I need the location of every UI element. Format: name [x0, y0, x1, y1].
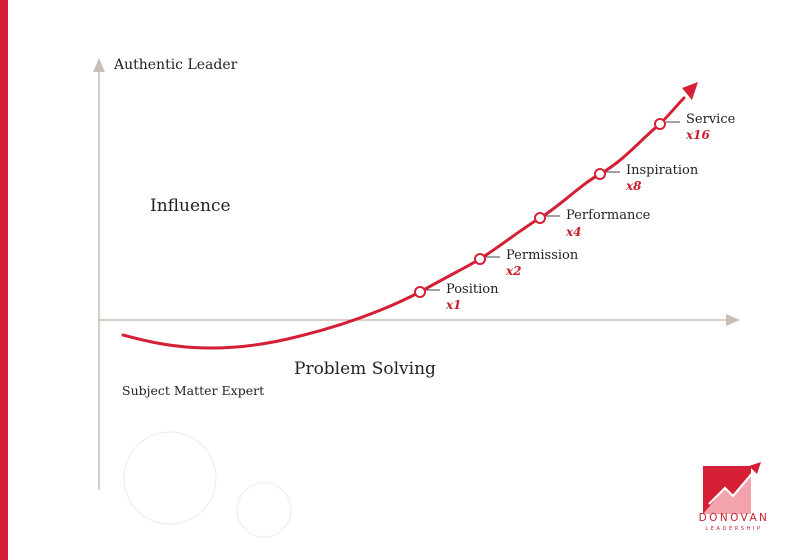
stage-multiplier-inspiration: x8	[626, 179, 642, 193]
origin-label: Subject Matter Expert	[122, 383, 265, 398]
stage-marker-permission	[474, 253, 486, 265]
stage-multiplier-service: x16	[686, 128, 710, 142]
decorative-circle-small	[236, 482, 292, 538]
stage-multiplier-position: x1	[446, 298, 462, 312]
stage-label-inspiration: Inspiration	[626, 163, 699, 178]
stage-label-permission: Permission	[506, 248, 579, 263]
stage-multiplier-permission: x2	[506, 264, 522, 278]
stage-marker-inspiration	[594, 168, 606, 180]
rising-arrow-logo-icon	[703, 462, 761, 514]
stage-multiplier-performance: x4	[566, 225, 582, 239]
logo-subtitle: LEADERSHIP	[705, 526, 763, 532]
decorative-circle-large	[123, 431, 217, 525]
stage-marker-performance	[534, 212, 546, 224]
stage-marker-position	[414, 286, 426, 298]
accent-side-bar	[0, 0, 8, 560]
stage-label-service: Service	[686, 112, 736, 127]
logo-name: DONOVAN	[698, 512, 770, 524]
x-axis-arrowhead	[726, 314, 740, 326]
x-axis-label: Problem Solving	[294, 359, 436, 379]
stage-label-position: Position	[446, 282, 499, 297]
y-axis-mid-label: Influence	[150, 196, 231, 216]
curve-arrowhead	[682, 82, 698, 100]
y-axis-arrowhead	[93, 58, 105, 72]
leadership-growth-curve	[121, 96, 686, 350]
stage-marker-service	[654, 118, 666, 130]
stage-label-performance: Performance	[566, 208, 651, 223]
y-axis-top-label: Authentic Leader	[114, 57, 238, 73]
